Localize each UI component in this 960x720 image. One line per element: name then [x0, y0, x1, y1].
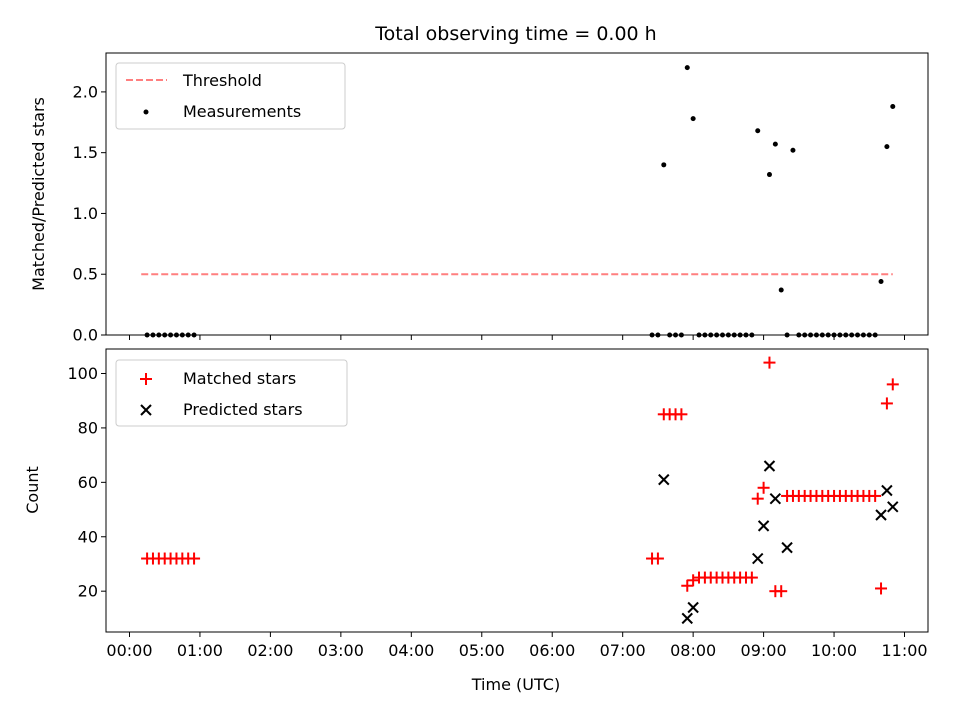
measurement-point [684, 65, 690, 71]
predicted-point [658, 473, 670, 486]
legend-matched-swatch [140, 373, 152, 385]
bottom-panel-frame [105, 348, 929, 633]
legend-threshold-label: Threshold [182, 71, 262, 90]
predicted-point [781, 541, 793, 554]
measurement-point [778, 287, 784, 293]
top-panel-frame [105, 52, 929, 336]
matched-point [763, 356, 776, 369]
y-tick-label: 0.5 [73, 265, 98, 284]
matched-point [188, 552, 201, 565]
x-tick-label: 08:00 [670, 641, 716, 660]
legend-measurements-swatch [143, 109, 149, 115]
y-tick-label: 20 [78, 582, 98, 601]
matched-point [880, 397, 893, 410]
predicted-point [887, 501, 899, 513]
legend-predicted-label: Predicted stars [183, 400, 303, 419]
top-legend: Threshold Measurements [115, 62, 346, 130]
measurement-point [766, 172, 772, 178]
chart-title: Total observing time = 0.00 h [374, 23, 656, 45]
x-tick-label: 06:00 [529, 641, 575, 660]
y-tick-label: 40 [78, 527, 98, 546]
x-tick-label: 02:00 [247, 641, 293, 660]
predicted-point [687, 601, 699, 614]
bottom-panel-series [141, 356, 899, 625]
y-tick-label: 80 [78, 418, 98, 437]
measurement-point [790, 147, 796, 153]
measurement-point [690, 116, 696, 122]
predicted-point [752, 552, 764, 565]
matched-point [875, 582, 888, 595]
x-tick-label: 03:00 [318, 641, 364, 660]
bottom-legend: Matched stars Predicted stars [115, 359, 348, 427]
measurement-point [890, 103, 896, 109]
top-panel: Total observing time = 0.00 h 0.0 0.5 1.0 1… [29, 23, 929, 345]
measurement-point [755, 128, 761, 134]
matched-point [869, 489, 882, 502]
y-tick-label: 1.5 [73, 143, 98, 162]
predicted-point [769, 492, 782, 505]
x-tick-label: 09:00 [741, 641, 787, 660]
predicted-point [757, 520, 770, 532]
matched-point [757, 481, 770, 494]
matched-point [651, 552, 664, 565]
matched-point [751, 492, 764, 505]
matched-point [687, 574, 700, 587]
matched-point [675, 408, 688, 421]
matched-point [886, 378, 899, 391]
x-tick-label: 10:00 [811, 641, 857, 660]
bottom-panel-ylabel: Count [23, 466, 42, 514]
bottom-panel: 20 40 60 80 100 00:00 01:00 02:00 03:00 04:00 05:0… [23, 348, 929, 694]
matched-point [745, 571, 758, 584]
bottom-legend-box [115, 359, 348, 427]
x-tick-label: 04:00 [388, 641, 434, 660]
top-legend-box [115, 62, 346, 130]
x-tick-label: 05:00 [459, 641, 505, 660]
measurement-point [772, 141, 778, 147]
x-tick-label: 00:00 [106, 641, 152, 660]
predicted-point [763, 460, 776, 472]
matched-point [681, 579, 694, 592]
predicted-point [875, 509, 887, 521]
y-tick-label: 60 [78, 473, 98, 492]
x-tick-label: 11:00 [881, 641, 927, 660]
y-tick-label: 2.0 [73, 82, 98, 101]
x-tick-label: 07:00 [600, 641, 646, 660]
y-tick-label: 100 [67, 364, 98, 383]
bottom-panel-ticks: 20 40 60 80 100 00:00 01:00 02:00 03:00 04:00 05:0… [67, 364, 927, 660]
legend-matched-label: Matched stars [183, 369, 296, 388]
measurement-point [661, 162, 667, 168]
bottom-panel-xlabel: Time (UTC) [471, 675, 560, 694]
y-tick-label: 1.0 [73, 204, 98, 223]
predicted-point [681, 612, 693, 625]
legend-predicted-swatch [140, 404, 152, 416]
predicted-point [881, 484, 893, 497]
y-tick-label: 0.0 [73, 326, 98, 345]
measurement-point [884, 144, 890, 150]
x-tick-label: 01:00 [177, 641, 223, 660]
legend-measurements-label: Measurements [183, 102, 301, 121]
measurement-point [878, 279, 884, 285]
top-panel-ticks: 0.0 0.5 1.0 1.5 2.0 [73, 82, 906, 345]
top-panel-ylabel: Matched/Predicted stars [29, 97, 48, 291]
matched-point [775, 585, 788, 598]
